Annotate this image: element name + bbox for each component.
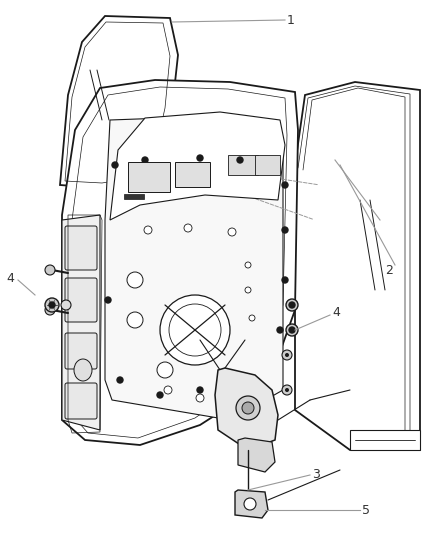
Text: 5: 5 bbox=[362, 504, 370, 516]
Circle shape bbox=[164, 386, 172, 394]
Bar bbox=[128, 162, 170, 192]
Ellipse shape bbox=[242, 402, 254, 414]
Circle shape bbox=[61, 300, 71, 310]
Circle shape bbox=[249, 315, 255, 321]
Ellipse shape bbox=[169, 304, 221, 356]
Circle shape bbox=[45, 305, 55, 315]
Circle shape bbox=[105, 297, 111, 303]
Circle shape bbox=[196, 394, 204, 402]
Polygon shape bbox=[215, 368, 278, 450]
Circle shape bbox=[197, 155, 203, 161]
Circle shape bbox=[289, 302, 295, 308]
Bar bbox=[124, 194, 144, 199]
Polygon shape bbox=[62, 215, 100, 430]
Polygon shape bbox=[295, 82, 420, 450]
Circle shape bbox=[282, 385, 292, 395]
Circle shape bbox=[286, 324, 298, 336]
Polygon shape bbox=[60, 16, 178, 188]
Circle shape bbox=[277, 327, 283, 333]
Circle shape bbox=[286, 299, 298, 311]
Circle shape bbox=[282, 277, 288, 283]
Text: 3: 3 bbox=[312, 469, 320, 481]
Circle shape bbox=[245, 287, 251, 293]
Circle shape bbox=[285, 388, 289, 392]
Polygon shape bbox=[350, 430, 420, 450]
Circle shape bbox=[45, 265, 55, 275]
Circle shape bbox=[157, 362, 173, 378]
Polygon shape bbox=[110, 112, 285, 220]
Circle shape bbox=[117, 377, 123, 383]
FancyBboxPatch shape bbox=[65, 333, 97, 369]
Text: 4: 4 bbox=[6, 271, 14, 285]
Polygon shape bbox=[62, 80, 298, 445]
Circle shape bbox=[45, 298, 59, 312]
Circle shape bbox=[184, 224, 192, 232]
Circle shape bbox=[112, 162, 118, 168]
Ellipse shape bbox=[160, 295, 230, 365]
Ellipse shape bbox=[74, 359, 92, 381]
Circle shape bbox=[282, 350, 292, 360]
FancyBboxPatch shape bbox=[65, 278, 97, 322]
Circle shape bbox=[244, 498, 256, 510]
Circle shape bbox=[289, 327, 295, 333]
Bar bbox=[228, 155, 258, 175]
Circle shape bbox=[197, 387, 203, 393]
Text: 4: 4 bbox=[332, 306, 340, 319]
Circle shape bbox=[282, 182, 288, 188]
Polygon shape bbox=[235, 490, 268, 518]
Text: 1: 1 bbox=[287, 13, 295, 27]
Text: 2: 2 bbox=[385, 263, 393, 277]
FancyBboxPatch shape bbox=[65, 226, 97, 270]
Circle shape bbox=[142, 157, 148, 163]
Circle shape bbox=[237, 157, 243, 163]
Circle shape bbox=[127, 272, 143, 288]
Bar bbox=[255, 155, 280, 175]
Bar bbox=[120, 183, 148, 194]
FancyBboxPatch shape bbox=[65, 383, 97, 419]
Ellipse shape bbox=[236, 396, 260, 420]
Circle shape bbox=[127, 312, 143, 328]
Circle shape bbox=[144, 226, 152, 234]
Bar bbox=[175, 162, 210, 187]
Circle shape bbox=[157, 392, 163, 398]
Polygon shape bbox=[238, 438, 275, 472]
Circle shape bbox=[282, 227, 288, 233]
Circle shape bbox=[228, 228, 236, 236]
Polygon shape bbox=[105, 118, 283, 420]
Circle shape bbox=[285, 353, 289, 357]
Circle shape bbox=[49, 302, 55, 308]
Circle shape bbox=[245, 262, 251, 268]
